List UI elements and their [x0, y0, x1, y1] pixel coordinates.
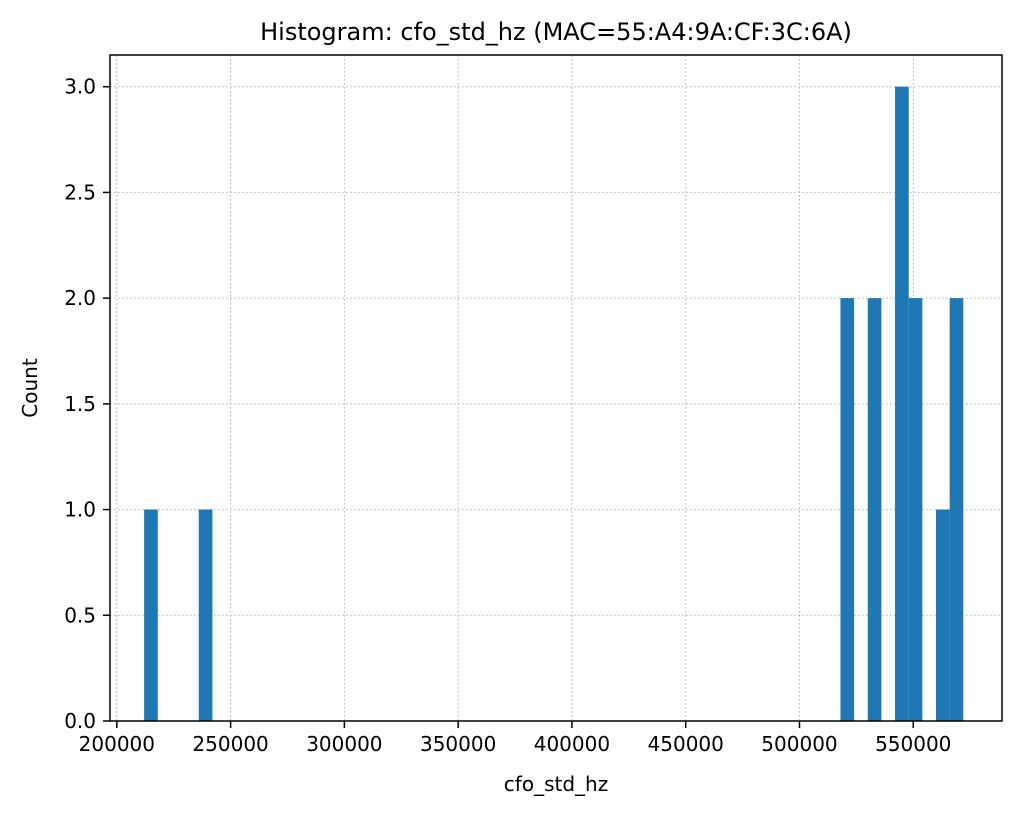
histogram-bar [144, 509, 158, 721]
histogram-bar [867, 298, 882, 721]
y-tick-label: 0.5 [64, 603, 96, 627]
x-tick-label: 450000 [648, 732, 724, 756]
y-tick-label: 3.0 [64, 75, 96, 99]
x-tick-label: 500000 [761, 732, 837, 756]
histogram-bar [936, 509, 950, 721]
y-tick-label: 1.5 [64, 392, 96, 416]
histogram-bar [840, 298, 855, 721]
x-tick-label: 400000 [534, 732, 610, 756]
bars-layer [144, 86, 964, 721]
ticks-layer: 200000 250000 300000 350000 400000 450000 5000… [64, 75, 951, 756]
histogram-bar [198, 509, 213, 721]
x-axis-label: cfo_std_hz [504, 772, 608, 796]
x-tick-label: 300000 [306, 732, 382, 756]
chart-title: Histogram: cfo_std_hz (MAC=55:A4:9A:CF:3… [260, 18, 852, 46]
y-tick-label: 0.0 [64, 709, 96, 733]
axes-frame [109, 54, 1003, 722]
x-tick-label: 550000 [875, 732, 951, 756]
x-tick-label: 350000 [420, 732, 496, 756]
x-tick-label: 200000 [79, 732, 155, 756]
y-tick-label: 2.0 [64, 286, 96, 310]
x-tick-label: 250000 [192, 732, 268, 756]
y-tick-label: 1.0 [64, 498, 96, 522]
histogram-bar [895, 86, 909, 721]
y-tick-label: 2.5 [64, 180, 96, 204]
histogram-bar [949, 298, 964, 721]
y-axis-label: Count [18, 358, 42, 418]
histogram-bar [908, 298, 923, 721]
